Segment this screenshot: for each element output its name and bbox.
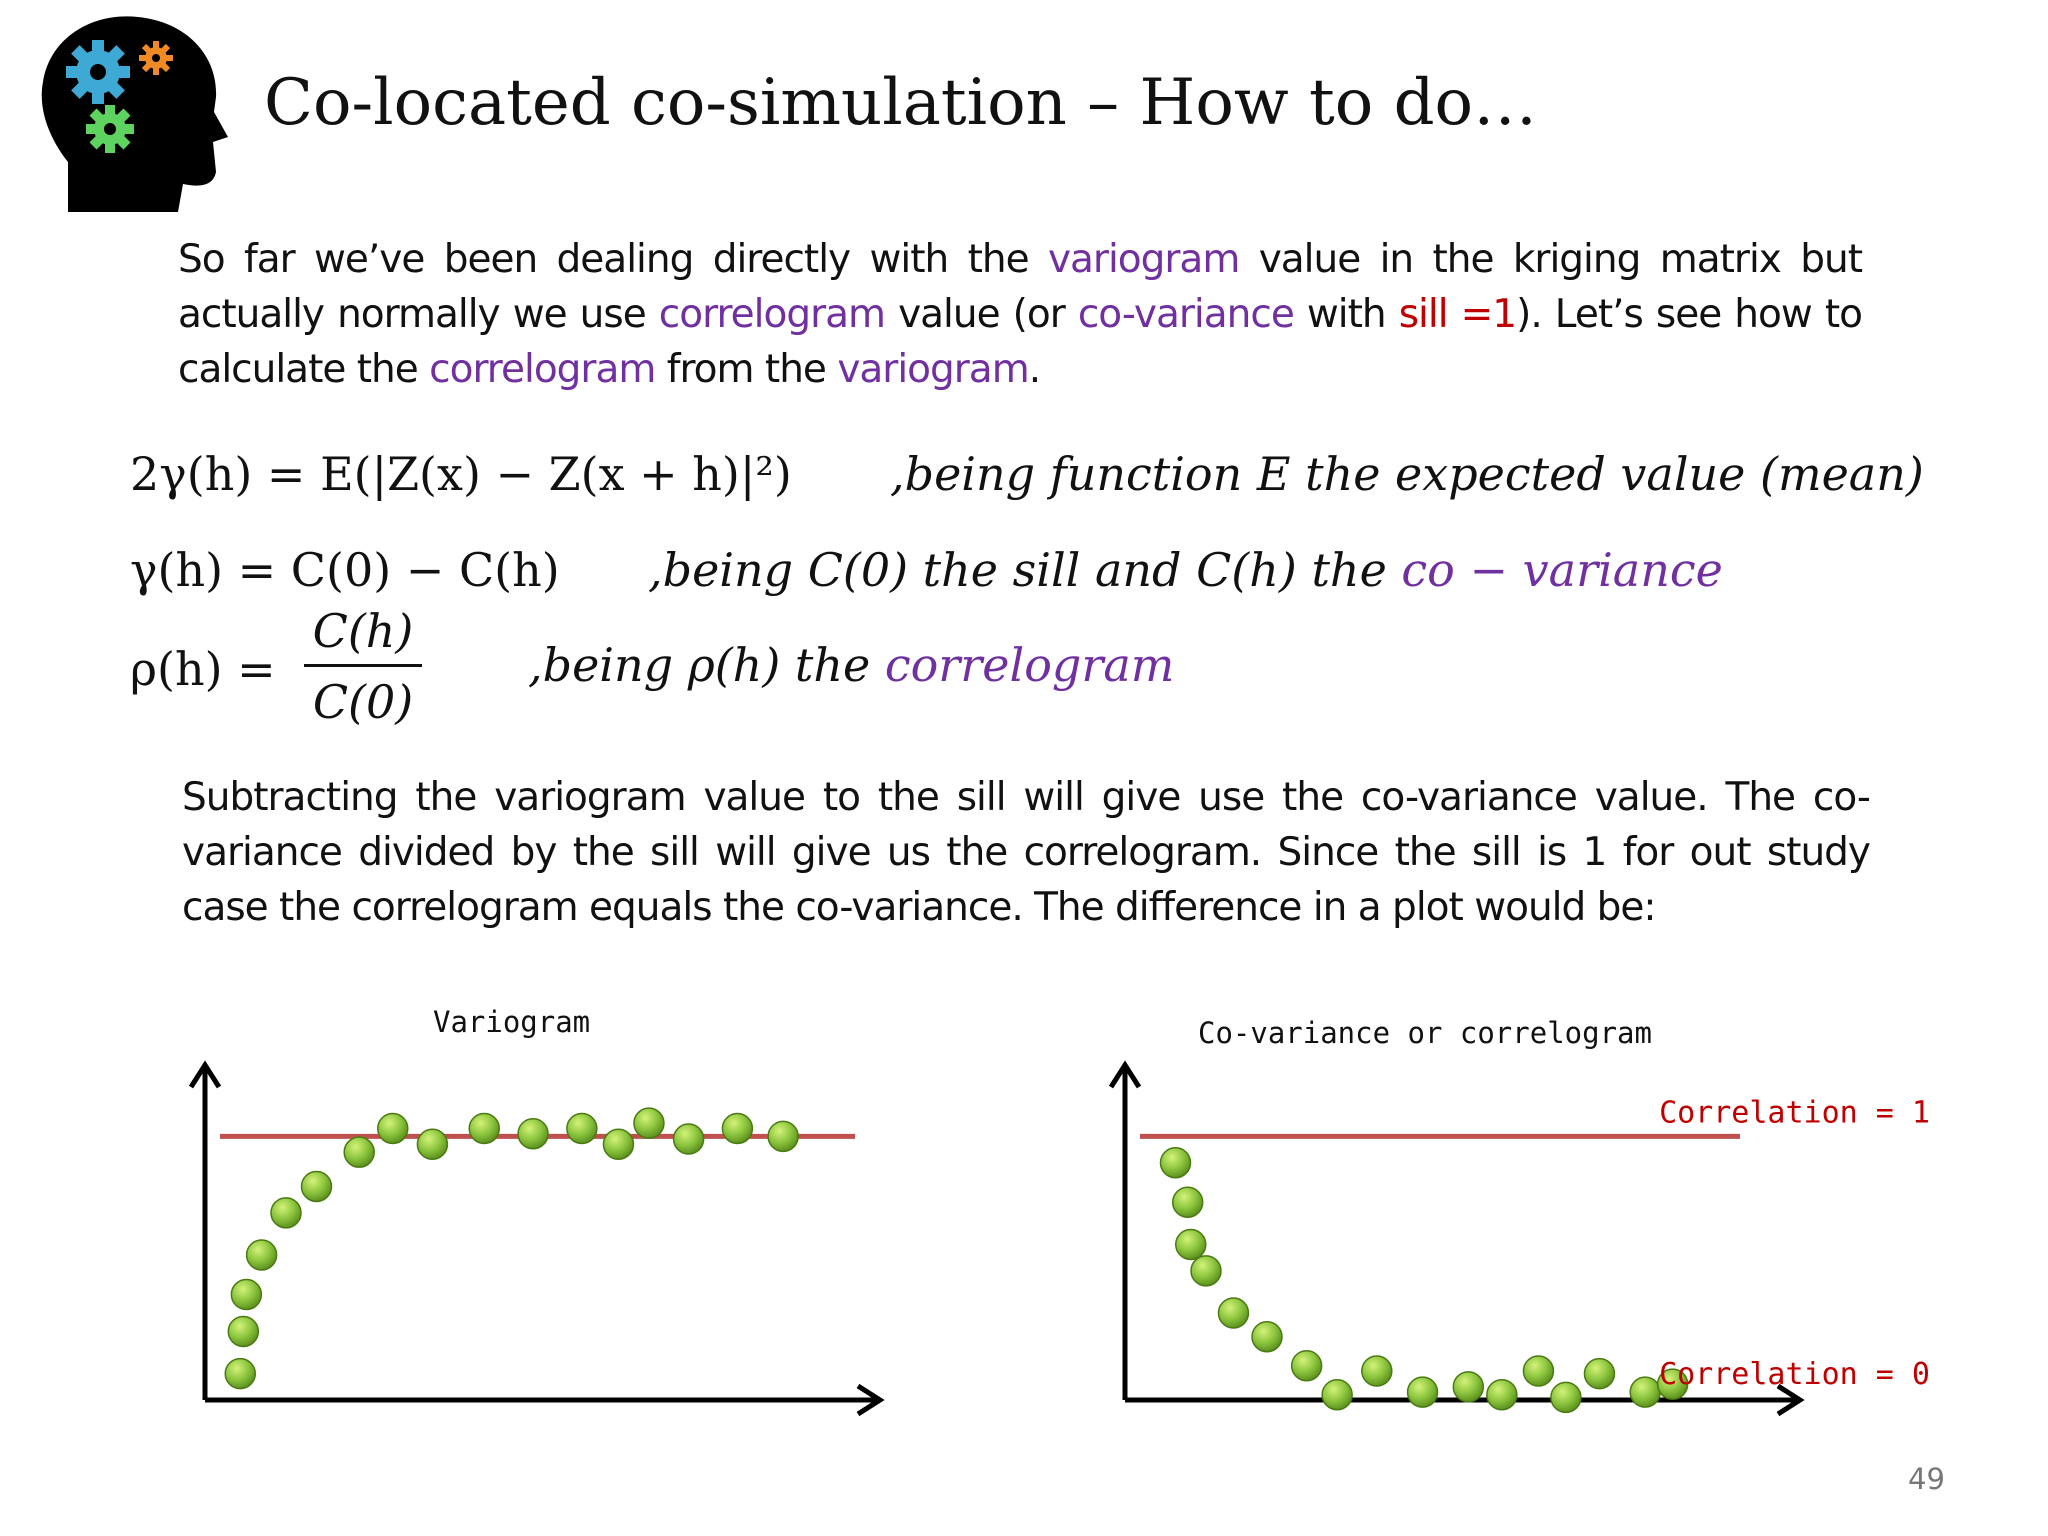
equation-variogram-definition: 2γ(h) = E(|Z(x) − Z(x + h)|²)	[130, 447, 792, 501]
term-variogram: variogram	[837, 347, 1029, 392]
term-correlogram: correlogram	[658, 292, 886, 337]
equation-note-text: ,being C(0) the sill and C(h) the	[648, 543, 1402, 597]
equation-note-highlight: correlogram	[884, 638, 1175, 692]
data-point	[517, 1117, 549, 1150]
data-point	[227, 1315, 260, 1348]
data-point	[300, 1170, 333, 1203]
data-point	[270, 1197, 302, 1229]
chart-title-variogram: Variogram	[433, 1005, 591, 1039]
data-point	[468, 1112, 500, 1145]
page-number: 49	[1908, 1462, 1945, 1496]
equation-note: ,being ρ(h) the correlogram	[528, 638, 1174, 692]
data-point	[245, 1239, 278, 1271]
data-point	[721, 1112, 754, 1145]
data-point	[1171, 1186, 1204, 1219]
data-point	[1290, 1349, 1323, 1382]
data-point	[230, 1278, 263, 1311]
correlation-one-label: Correlation = 1	[1659, 1095, 1930, 1130]
equation-correlogram-lhs: ρ(h) =	[130, 642, 276, 696]
correlation-zero-label: Correlation = 0	[1659, 1357, 1930, 1392]
intro-paragraph: So far we’ve been dealing directly with …	[178, 232, 1863, 397]
data-point	[343, 1136, 375, 1168]
data-point	[1522, 1355, 1555, 1387]
data-point	[602, 1128, 635, 1161]
data-point	[377, 1112, 409, 1145]
intro-text: value (or	[885, 292, 1078, 337]
intro-text: from the	[655, 347, 838, 392]
term-sill: sill =1	[1398, 292, 1517, 337]
data-point	[224, 1357, 256, 1390]
variogram-chart	[188, 1060, 885, 1417]
equation-note: ,being function E the expected value (me…	[890, 447, 1924, 501]
data-point	[1361, 1355, 1393, 1387]
data-point	[1321, 1378, 1353, 1411]
slide-title: Co-located co-simulation – How to do…	[264, 66, 1538, 140]
intro-text: ). Let’s see how to calculate the	[178, 292, 1863, 392]
equation-sill-relation: γ(h) = C(0) − C(h)	[130, 543, 560, 597]
data-point	[1486, 1378, 1518, 1411]
data-point	[416, 1128, 449, 1161]
intro-text: So far we’ve been dealing directly with …	[178, 237, 1048, 282]
y-axis-arrow	[188, 1060, 222, 1089]
equation-note: ,being C(0) the sill and C(h) the co − v…	[648, 543, 1723, 597]
term-covariance: co-variance	[1077, 292, 1295, 337]
intro-text: with	[1293, 292, 1399, 337]
data-point	[1406, 1376, 1439, 1408]
data-point	[1159, 1146, 1192, 1179]
data-point	[1452, 1371, 1485, 1403]
data-point	[672, 1123, 705, 1155]
data-point	[1217, 1297, 1250, 1329]
data-point	[767, 1120, 799, 1153]
correlogram-chart: Correlation = 1 Correlation = 0	[1108, 1060, 1930, 1417]
equation-note-text: ,being ρ(h) the	[528, 638, 885, 692]
intro-text: .	[1028, 347, 1041, 392]
x-axis-arrow	[856, 1383, 885, 1417]
outro-paragraph: Subtracting the variogram value to the s…	[182, 775, 1871, 930]
chart-title-correlogram: Co-variance or correlogram	[1198, 1016, 1652, 1050]
data-point	[1175, 1228, 1207, 1261]
data-point	[1550, 1381, 1582, 1414]
intro-text: value in the kriging matrix but actually…	[178, 237, 1863, 337]
data-point	[1583, 1357, 1616, 1390]
data-point	[566, 1112, 598, 1145]
data-point	[1656, 1368, 1689, 1400]
fraction-bar	[304, 664, 422, 667]
equation-fraction: C(h) C(0)	[304, 600, 422, 733]
data-point	[1251, 1320, 1283, 1353]
equation-note-highlight: co − variance	[1401, 543, 1723, 597]
fraction-denominator: C(0)	[312, 675, 414, 729]
equation-note-text: ,being function E the expected value (me…	[890, 447, 1924, 501]
term-variogram: variogram	[1047, 237, 1240, 282]
x-axis-arrow	[1776, 1383, 1805, 1417]
data-point	[633, 1107, 665, 1139]
term-correlogram: correlogram	[429, 347, 656, 392]
data-point	[1629, 1376, 1661, 1408]
head-gears-icon	[41, 16, 228, 212]
y-axis-arrow	[1108, 1060, 1142, 1089]
data-point	[1190, 1255, 1222, 1287]
fraction-numerator: C(h)	[312, 604, 414, 658]
